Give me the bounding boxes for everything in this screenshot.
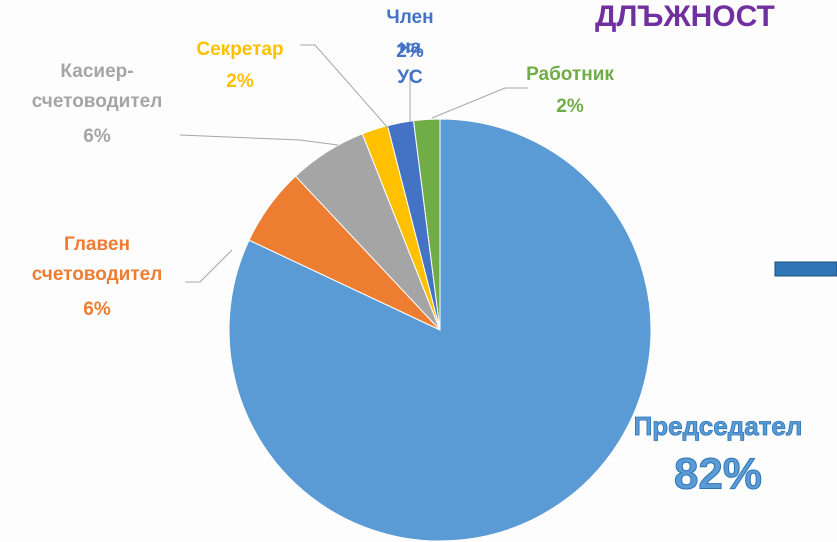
value-label: 2%	[396, 41, 424, 62]
value-label: 6%	[83, 299, 111, 320]
category-label: Работник	[526, 64, 614, 85]
leader-line	[300, 44, 389, 129]
leader-line	[431, 87, 528, 119]
category-label: Главен счетоводител	[32, 234, 163, 285]
leader-line	[179, 134, 339, 146]
value-label: 2%	[556, 96, 584, 117]
leader-line	[185, 249, 233, 283]
category-label: Член на УС	[386, 7, 433, 88]
value-label: 6%	[83, 126, 111, 147]
value-label: 82%	[674, 450, 762, 499]
value-label: 2%	[226, 71, 254, 92]
category-label: Секретар	[196, 39, 283, 60]
category-label: Касиер-счетоводител	[32, 61, 163, 112]
category-label: Председател	[634, 411, 803, 441]
chart-title: ДЛЪЖНОСТ	[595, 0, 775, 33]
pie-slice	[412, 118, 441, 331]
decoration	[774, 261, 837, 277]
